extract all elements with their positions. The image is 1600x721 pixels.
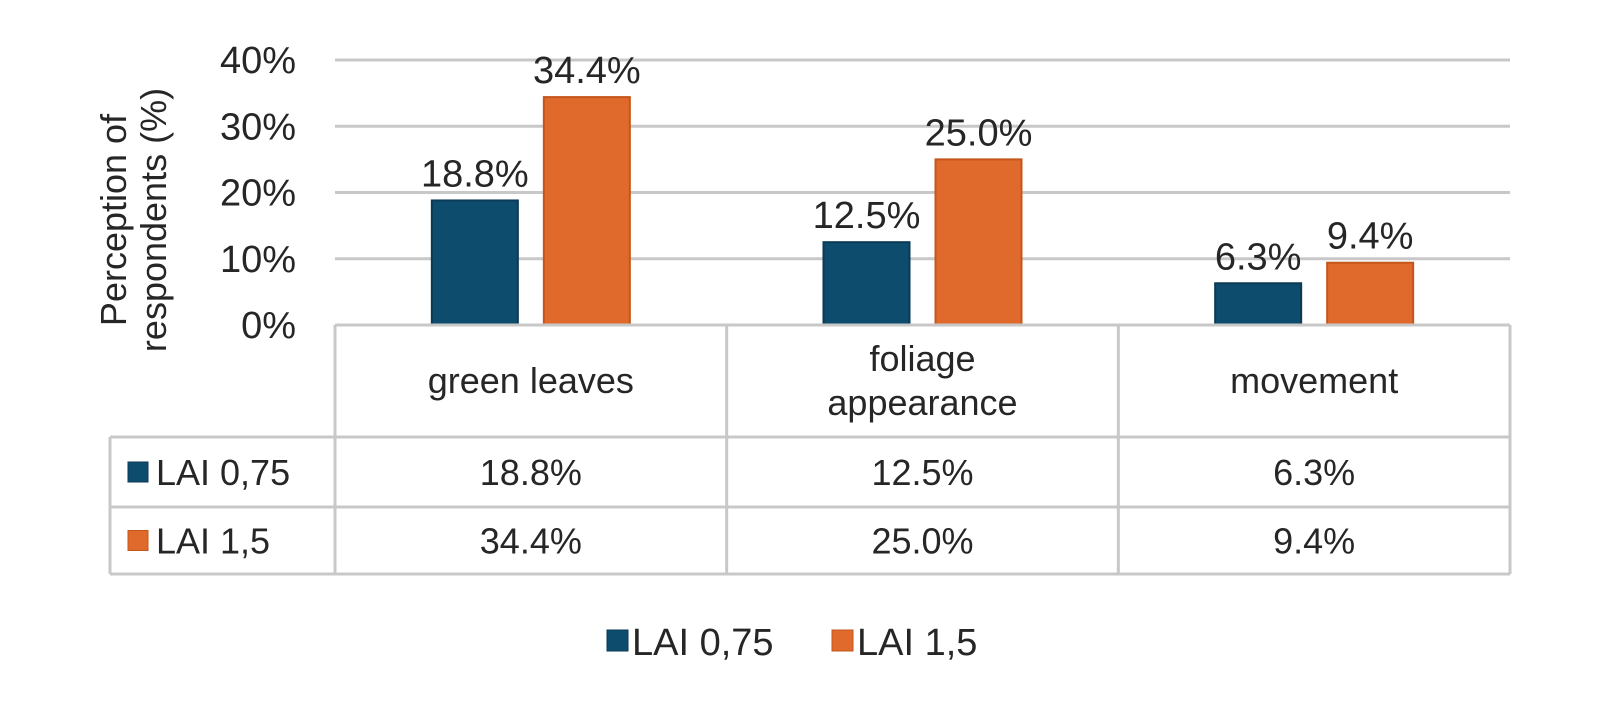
table-series-name: LAI 1,5 xyxy=(156,521,270,562)
table-legend-key-lai-15 xyxy=(127,530,149,551)
legend-key-lai-15 xyxy=(831,629,854,652)
y-tick-label: 10% xyxy=(220,239,296,281)
category-label: appearance xyxy=(827,382,1017,423)
y-tick-label: 40% xyxy=(220,40,296,82)
bar-lai-075 xyxy=(822,241,911,326)
data-label: 9.4% xyxy=(1327,216,1414,258)
legend-key-lai-075 xyxy=(606,629,629,652)
table-legend-key-lai-075 xyxy=(127,461,149,483)
y-tick-label: 30% xyxy=(220,106,296,148)
table-cell: 12.5% xyxy=(871,452,973,493)
y-axis-title-line-1: Perception of xyxy=(93,113,134,326)
table-cell: 9.4% xyxy=(1273,521,1355,562)
gridlines xyxy=(335,58,1510,261)
legend: LAI 0,75 LAI 1,5 xyxy=(606,622,977,664)
y-axis-ticks: 0% 10% 20% 30% 40% xyxy=(220,40,296,347)
y-tick-label: 20% xyxy=(220,173,296,215)
bar-lai-15 xyxy=(1326,261,1415,327)
table-series-name: LAI 0,75 xyxy=(156,452,290,493)
bar-lai-15 xyxy=(934,158,1023,326)
y-axis-title: Perception of respondents (%) xyxy=(93,88,174,352)
data-label: 25.0% xyxy=(925,112,1033,154)
table-cell: 18.8% xyxy=(480,452,582,493)
table-cell: 34.4% xyxy=(480,521,582,562)
data-labels: 18.8% 12.5% 6.3% 34.4% 25.0% 9.4% xyxy=(421,50,1414,278)
category-label: green leaves xyxy=(428,360,634,401)
legend-label: LAI 0,75 xyxy=(632,622,774,664)
bars xyxy=(430,96,1415,327)
legend-label: LAI 1,5 xyxy=(857,622,977,664)
data-label: 6.3% xyxy=(1215,236,1302,278)
data-label: 12.5% xyxy=(813,195,921,237)
bar-lai-075 xyxy=(1214,282,1303,327)
category-label: movement xyxy=(1230,360,1398,401)
bar-lai-15 xyxy=(542,96,631,326)
y-axis-title-line-2: respondents (%) xyxy=(133,88,174,352)
y-tick-label: 0% xyxy=(241,305,296,347)
category-label: foliage xyxy=(869,338,975,379)
data-label: 34.4% xyxy=(533,50,641,92)
table-cell: 25.0% xyxy=(871,521,973,562)
bar-lai-075 xyxy=(430,199,519,326)
data-label: 18.8% xyxy=(421,153,529,195)
table-cell: 6.3% xyxy=(1273,452,1355,493)
